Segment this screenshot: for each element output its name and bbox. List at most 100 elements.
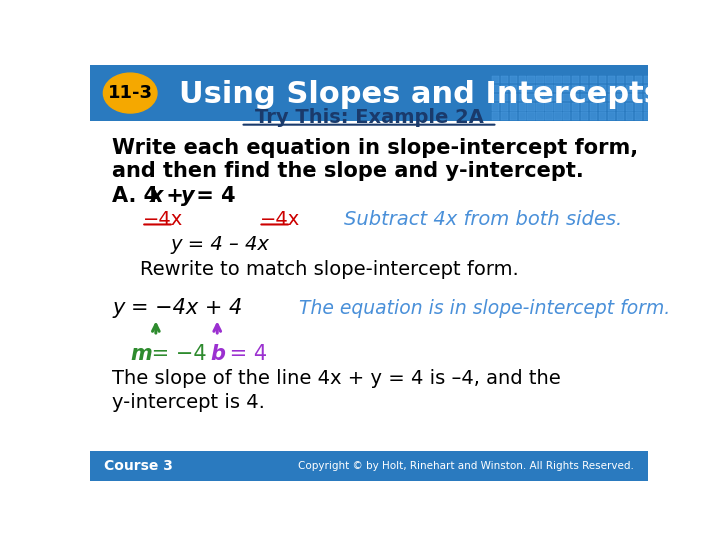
Circle shape — [104, 73, 157, 113]
FancyBboxPatch shape — [590, 94, 597, 102]
FancyBboxPatch shape — [590, 103, 597, 111]
FancyBboxPatch shape — [608, 76, 615, 83]
FancyBboxPatch shape — [528, 94, 535, 102]
FancyBboxPatch shape — [492, 103, 499, 111]
FancyBboxPatch shape — [536, 76, 544, 83]
FancyBboxPatch shape — [510, 94, 517, 102]
FancyBboxPatch shape — [90, 65, 648, 121]
FancyBboxPatch shape — [518, 103, 526, 111]
FancyBboxPatch shape — [590, 112, 597, 120]
Text: b: b — [210, 344, 225, 364]
FancyBboxPatch shape — [510, 76, 517, 83]
FancyBboxPatch shape — [617, 103, 624, 111]
Text: y: y — [181, 186, 194, 206]
FancyBboxPatch shape — [634, 112, 642, 120]
FancyBboxPatch shape — [626, 85, 633, 92]
FancyBboxPatch shape — [599, 85, 606, 92]
Text: Rewrite to match slope-intercept form.: Rewrite to match slope-intercept form. — [140, 260, 519, 279]
FancyBboxPatch shape — [662, 103, 669, 111]
FancyBboxPatch shape — [492, 94, 499, 102]
Text: 11-3: 11-3 — [108, 84, 153, 102]
Text: = 4: = 4 — [222, 344, 267, 364]
FancyBboxPatch shape — [492, 112, 499, 120]
FancyBboxPatch shape — [500, 94, 508, 102]
FancyBboxPatch shape — [599, 76, 606, 83]
FancyBboxPatch shape — [572, 112, 580, 120]
FancyBboxPatch shape — [617, 76, 624, 83]
Text: x: x — [150, 186, 163, 206]
FancyBboxPatch shape — [662, 85, 669, 92]
FancyBboxPatch shape — [634, 85, 642, 92]
FancyBboxPatch shape — [492, 85, 499, 92]
FancyBboxPatch shape — [652, 94, 660, 102]
FancyBboxPatch shape — [510, 112, 517, 120]
FancyBboxPatch shape — [662, 94, 669, 102]
FancyBboxPatch shape — [554, 103, 562, 111]
FancyBboxPatch shape — [500, 112, 508, 120]
FancyBboxPatch shape — [652, 103, 660, 111]
Text: −4x: −4x — [260, 210, 300, 229]
Text: Try This: Example 2A: Try This: Example 2A — [255, 108, 483, 127]
FancyBboxPatch shape — [581, 94, 588, 102]
FancyBboxPatch shape — [510, 85, 517, 92]
FancyBboxPatch shape — [545, 112, 552, 120]
FancyBboxPatch shape — [518, 76, 526, 83]
FancyBboxPatch shape — [572, 103, 580, 111]
FancyBboxPatch shape — [554, 112, 562, 120]
Text: Copyright © by Holt, Rinehart and Winston. All Rights Reserved.: Copyright © by Holt, Rinehart and Winsto… — [298, 461, 634, 471]
FancyBboxPatch shape — [518, 85, 526, 92]
FancyBboxPatch shape — [563, 94, 570, 102]
FancyBboxPatch shape — [617, 94, 624, 102]
FancyBboxPatch shape — [626, 112, 633, 120]
Text: The equation is in slope-intercept form.: The equation is in slope-intercept form. — [300, 299, 670, 318]
FancyBboxPatch shape — [545, 94, 552, 102]
FancyBboxPatch shape — [572, 85, 580, 92]
FancyBboxPatch shape — [563, 112, 570, 120]
Text: A. 4: A. 4 — [112, 186, 158, 206]
Text: Course 3: Course 3 — [104, 458, 173, 472]
FancyBboxPatch shape — [617, 85, 624, 92]
FancyBboxPatch shape — [581, 103, 588, 111]
FancyBboxPatch shape — [590, 76, 597, 83]
FancyBboxPatch shape — [510, 103, 517, 111]
FancyBboxPatch shape — [626, 94, 633, 102]
Text: y-intercept is 4.: y-intercept is 4. — [112, 393, 265, 412]
FancyBboxPatch shape — [652, 85, 660, 92]
FancyBboxPatch shape — [528, 85, 535, 92]
FancyBboxPatch shape — [536, 85, 544, 92]
FancyBboxPatch shape — [554, 76, 562, 83]
FancyBboxPatch shape — [608, 103, 615, 111]
FancyBboxPatch shape — [626, 76, 633, 83]
FancyBboxPatch shape — [528, 112, 535, 120]
FancyBboxPatch shape — [545, 85, 552, 92]
FancyBboxPatch shape — [644, 85, 651, 92]
FancyBboxPatch shape — [599, 94, 606, 102]
FancyBboxPatch shape — [500, 76, 508, 83]
FancyBboxPatch shape — [644, 94, 651, 102]
FancyBboxPatch shape — [634, 76, 642, 83]
FancyBboxPatch shape — [554, 85, 562, 92]
FancyBboxPatch shape — [518, 94, 526, 102]
FancyBboxPatch shape — [634, 103, 642, 111]
FancyBboxPatch shape — [608, 112, 615, 120]
FancyBboxPatch shape — [563, 76, 570, 83]
FancyBboxPatch shape — [644, 76, 651, 83]
FancyBboxPatch shape — [644, 112, 651, 120]
Text: and then find the slope and y-intercept.: and then find the slope and y-intercept. — [112, 161, 584, 181]
FancyBboxPatch shape — [590, 85, 597, 92]
Text: y = 4 – 4x: y = 4 – 4x — [171, 235, 270, 254]
FancyBboxPatch shape — [634, 94, 642, 102]
FancyBboxPatch shape — [563, 85, 570, 92]
FancyBboxPatch shape — [528, 103, 535, 111]
FancyBboxPatch shape — [652, 76, 660, 83]
FancyBboxPatch shape — [599, 112, 606, 120]
Text: Using Slopes and Intercepts: Using Slopes and Intercepts — [179, 80, 662, 109]
FancyBboxPatch shape — [536, 112, 544, 120]
FancyBboxPatch shape — [617, 112, 624, 120]
FancyBboxPatch shape — [608, 85, 615, 92]
FancyBboxPatch shape — [545, 76, 552, 83]
FancyBboxPatch shape — [644, 103, 651, 111]
FancyBboxPatch shape — [581, 112, 588, 120]
Text: y = −4x + 4: y = −4x + 4 — [112, 298, 243, 318]
FancyBboxPatch shape — [536, 94, 544, 102]
